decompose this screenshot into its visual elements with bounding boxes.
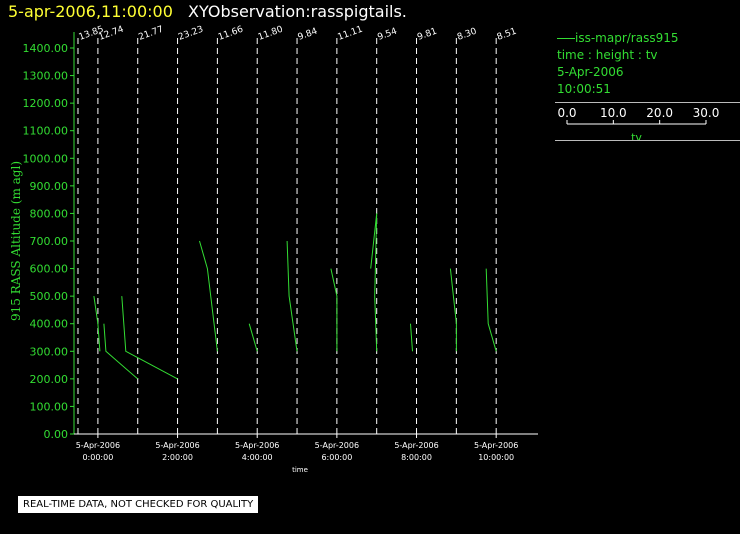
legend-divider-top	[555, 102, 740, 103]
y-tick-label: 300.00	[30, 345, 69, 358]
rass-profile-line	[449, 268, 457, 352]
x-tick-time: 10:00:00	[478, 453, 514, 462]
legend-time: 10:00:51	[557, 82, 611, 96]
x-tick-date: 5-Apr-2006	[155, 441, 199, 450]
x-tick-date: 5-Apr-2006	[235, 441, 279, 450]
profile-label: 11.11	[336, 25, 364, 43]
profile-label: 9.81	[416, 27, 438, 43]
legend-scale-tick-label: 10.0	[600, 106, 627, 120]
y-tick-label: 600.00	[30, 263, 69, 276]
profile-label: 21.77	[137, 25, 165, 43]
y-tick-label: 700.00	[30, 235, 69, 248]
legend-line-swatch	[557, 38, 575, 39]
profile-label: 8.51	[496, 27, 518, 43]
legend-scale-tick-label: 30.0	[693, 106, 720, 120]
legend-scale-tick-label: 0.0	[557, 106, 576, 120]
y-tick-label: 900.00	[30, 180, 69, 193]
y-tick-label: 1100.00	[23, 125, 69, 138]
x-tick-time: 4:00:00	[242, 453, 273, 462]
x-tick-time: 0:00:00	[82, 453, 113, 462]
y-tick-label: 1000.00	[23, 152, 69, 165]
rass-profile-line	[485, 268, 497, 352]
x-tick-time: 6:00:00	[321, 453, 352, 462]
y-tick-label: 1200.00	[23, 97, 69, 110]
rass-profile-line	[93, 296, 101, 352]
profile-label: 8.30	[456, 26, 479, 42]
x-tick-date: 5-Apr-2006	[394, 441, 438, 450]
rass-profile-line	[410, 323, 413, 352]
x-axis-label: time	[292, 466, 308, 474]
profile-label: 11.80	[257, 25, 285, 43]
legend-series-row: iss-mapr/rass915	[557, 30, 679, 47]
header-timestamp: 5-apr-2006,11:00:00	[8, 2, 173, 21]
y-axis-label: 915 RASS Altitude (m agl)	[9, 161, 23, 321]
x-tick-date: 5-Apr-2006	[315, 441, 359, 450]
legend-series-label: iss-mapr/rass915	[575, 31, 679, 45]
x-tick-time: 2:00:00	[162, 453, 193, 462]
rass-profile-line	[330, 268, 338, 352]
profile-label: 9.84	[297, 26, 320, 42]
profile-label: 23.23	[177, 25, 205, 43]
legend-variables: time : height : tv	[557, 48, 658, 62]
rass-profile-line	[103, 323, 139, 380]
profile-label: 11.66	[217, 25, 245, 43]
y-tick-label: 200.00	[30, 373, 69, 386]
quality-notice: REAL-TIME DATA, NOT CHECKED FOR QUALITY	[18, 496, 259, 513]
header-title: XYObservation:rasspigtails.	[188, 2, 407, 21]
rass-profile-line	[121, 296, 178, 380]
x-tick-date: 5-Apr-2006	[76, 441, 120, 450]
x-tick-time: 8:00:00	[401, 453, 432, 462]
y-tick-label: 500.00	[30, 290, 69, 303]
legend-scale-tick-label: 20.0	[646, 106, 673, 120]
legend-scale-label: tv	[631, 131, 642, 144]
y-tick-label: 100.00	[30, 400, 69, 413]
rass-profile-line	[199, 240, 218, 352]
y-tick-label: 0.00	[44, 428, 69, 441]
y-tick-label: 1400.00	[23, 42, 69, 55]
x-tick-date: 5-Apr-2006	[474, 441, 518, 450]
y-tick-label: 1300.00	[23, 70, 69, 83]
rass-profile-line	[286, 240, 298, 352]
header: 5-apr-2006,11:00:00 XYObservation:rasspi…	[8, 2, 407, 21]
legend-divider-bottom	[555, 140, 740, 141]
profile-label: 9.54	[376, 26, 399, 42]
rass-profile-line	[248, 323, 258, 352]
y-tick-label: 800.00	[30, 207, 69, 220]
rass-profile-line	[370, 213, 378, 352]
y-tick-label: 400.00	[30, 318, 69, 331]
legend: iss-mapr/rass915 time : height : tv 5-Ap…	[557, 30, 679, 98]
legend-date: 5-Apr-2006	[557, 65, 624, 79]
